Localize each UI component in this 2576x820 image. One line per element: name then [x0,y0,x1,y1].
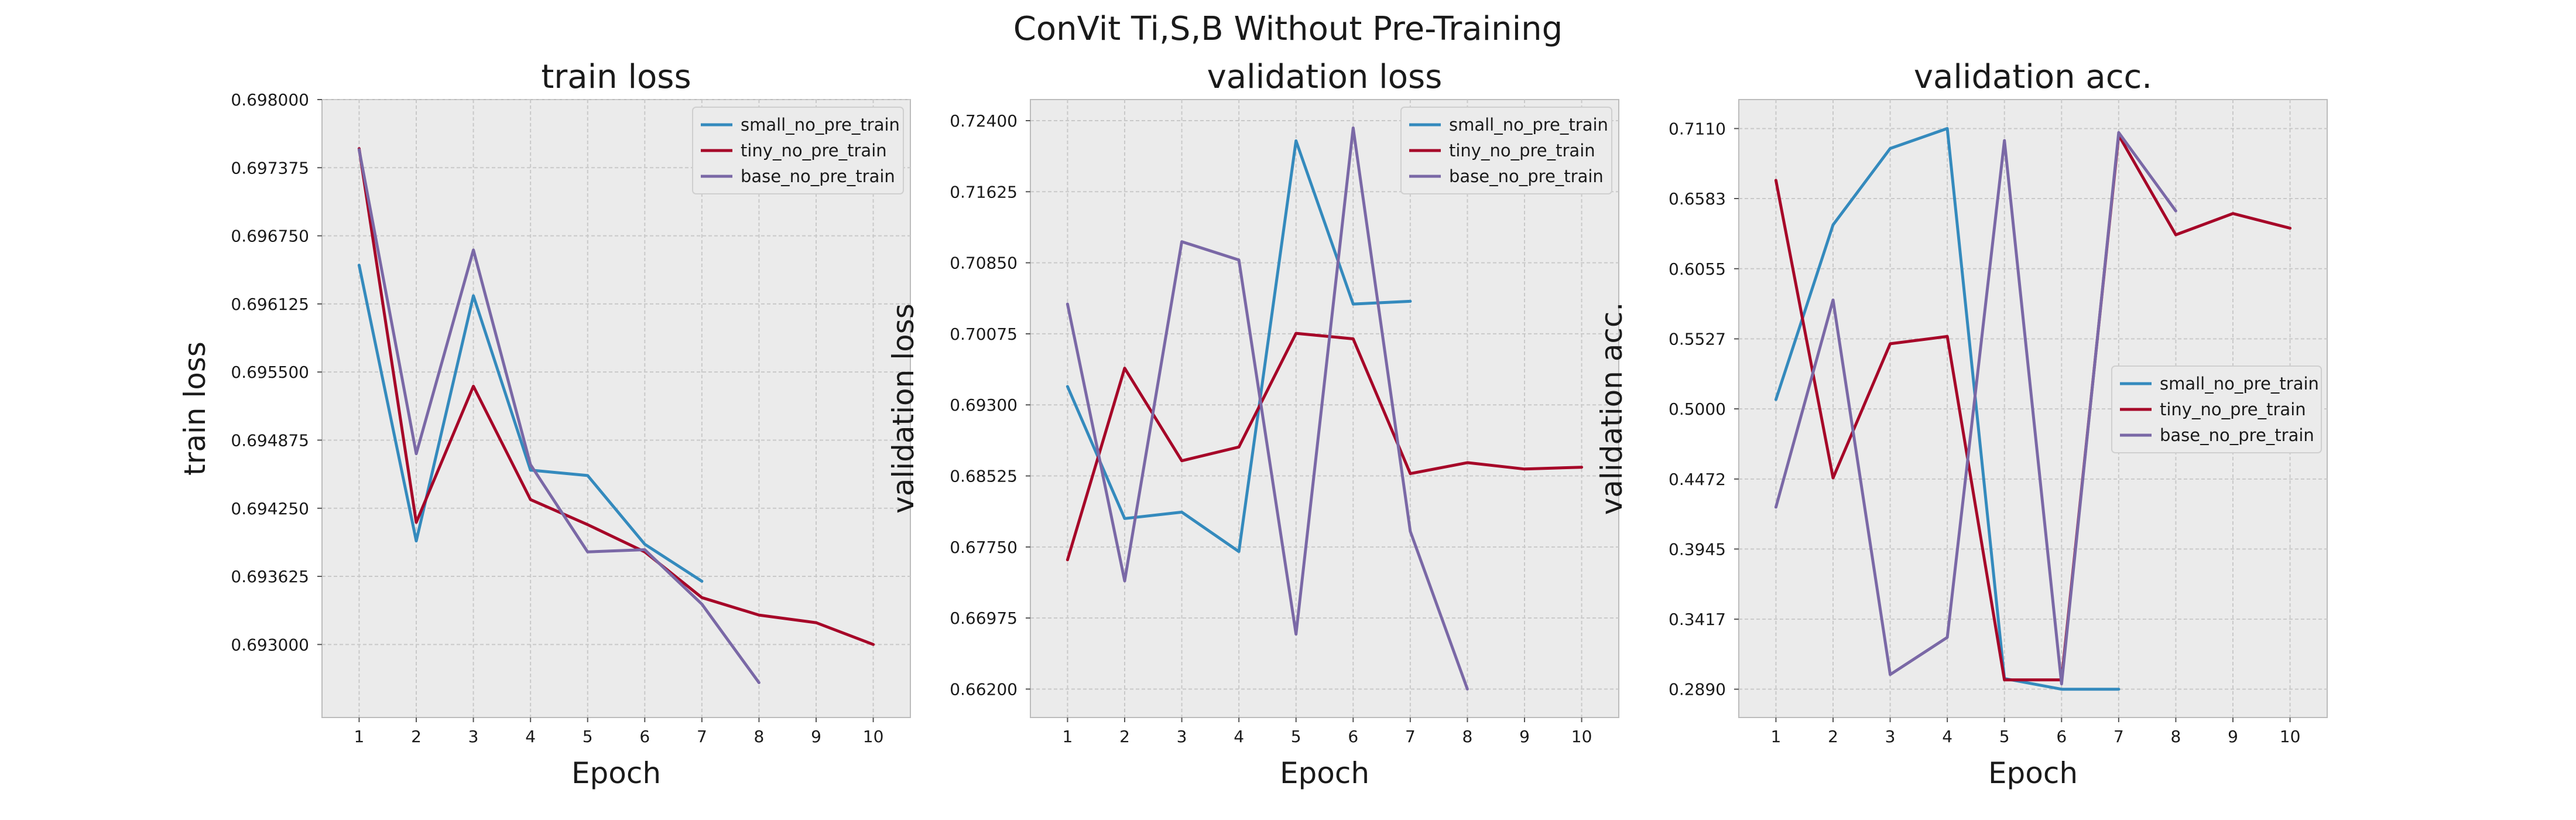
series-line-tiny-no-pre-train [1774,134,2292,682]
x-tick-label: 7 [2113,727,2124,746]
x-tick-label: 1 [1063,727,1073,746]
x-tick-label: 8 [1462,727,1473,746]
chart-panel-3: 1 2 3 4 5 6 7 8 9 10 0.2890 0.3417 0.3945 0.4472 0.500… [1595,58,2328,790]
x-tick-label: 5 [1291,727,1301,746]
series-line-tiny-no-pre-train [357,147,875,646]
x-tick-label: 7 [697,727,707,746]
legend-label: base_no_pre_train [1449,166,1604,186]
x-tick-label: 8 [2171,727,2181,746]
legend-box [2111,365,2322,453]
y-tick-label: 0.4472 [1669,470,1726,489]
legend: small_no_pre_train tiny_no_pre_train base_… [1400,107,1612,194]
chart-title: validation acc. [1914,58,2152,96]
x-tick-label: 2 [1828,727,1838,746]
x-axis-title: Epoch [1988,756,2078,790]
legend-label: small_no_pre_train [1449,115,1608,135]
figure-title: ConVit Ti,S,B Without Pre-Training [1013,10,1563,48]
y-tick-label: 0.70075 [950,324,1018,344]
y-tick-label: 0.694875 [231,430,309,450]
y-tick-label: 0.70850 [950,254,1018,273]
x-tick-label: 1 [354,727,365,746]
series-line-base-no-pre-train [1774,131,2177,686]
legend-label: base_no_pre_train [741,166,895,186]
x-tick-label: 9 [1519,727,1530,746]
x-tick-label: 6 [1348,727,1358,746]
x-tick-label: 6 [639,727,650,746]
y-tick-label: 0.696125 [231,295,309,314]
legend-label: tiny_no_pre_train [2160,399,2306,419]
x-tick-label: 2 [411,727,422,746]
x-tick-label: 2 [1119,727,1130,746]
legend: small_no_pre_train tiny_no_pre_train base_… [692,107,904,194]
x-tick-label: 4 [1234,727,1244,746]
legend-label: small_no_pre_train [741,115,900,135]
legend: small_no_pre_train tiny_no_pre_train base_… [2111,365,2322,453]
chart-title: validation loss [1207,58,1443,96]
y-tick-label: 0.3945 [1669,539,1726,559]
x-axis-title: Epoch [1280,756,1369,790]
x-tick-label: 9 [2228,727,2238,746]
y-tick-label: 0.695500 [231,363,309,382]
series-line-small-no-pre-train [1774,127,2121,691]
x-tick-label: 3 [468,727,479,746]
y-tick-label: 0.66975 [950,609,1018,628]
chart-panel-2: 1 2 3 4 5 6 7 8 9 10 0.66200 0.66975 0.67750 0.68525 0… [886,58,1619,790]
y-axis-title: validation loss [886,303,920,514]
legend-label: tiny_no_pre_train [1449,141,1595,160]
y-tick-label: 0.66200 [950,679,1018,699]
y-tick-label: 0.3417 [1669,610,1726,629]
y-tick-label: 0.71625 [950,182,1018,201]
plot-area [1030,99,1619,718]
x-tick-label: 5 [1999,727,2010,746]
x-tick-label: 3 [1177,727,1187,746]
y-tick-label: 0.6055 [1669,259,1726,279]
x-tick-label: 4 [1942,727,1952,746]
x-tick-label: 9 [811,727,821,746]
chart-panels: 1 2 3 4 5 6 7 8 9 10 0.693000 0.693625 0.694250 0.694… [178,58,2328,790]
y-tick-label: 0.696750 [231,227,309,246]
x-tick-label: 5 [583,727,593,746]
y-tick-label: 0.2890 [1669,680,1726,699]
series-line-small-no-pre-train [357,264,704,583]
x-tick-label: 4 [525,727,536,746]
y-axis-title: validation acc. [1595,302,1629,515]
y-tick-label: 0.67750 [950,538,1018,557]
y-tick-label: 0.693625 [231,567,309,586]
y-tick-label: 0.694250 [231,499,309,518]
legend-box [692,107,904,194]
y-tick-label: 0.693000 [231,635,309,654]
y-tick-label: 0.6583 [1669,189,1726,209]
y-tick-label: 0.68525 [950,467,1018,486]
y-tick-label: 0.5527 [1669,330,1726,349]
chart-panel-1: 1 2 3 4 5 6 7 8 9 10 0.693000 0.693625 0.694250 0.694… [178,58,911,790]
y-tick-label: 0.69300 [950,395,1018,415]
legend-label: tiny_no_pre_train [741,141,887,160]
y-tick-label: 0.5000 [1669,399,1726,419]
series-line-base-no-pre-train [1066,127,1469,691]
y-tick-label: 0.72400 [950,111,1018,131]
x-tick-label: 3 [1885,727,1896,746]
y-axis-title: train loss [178,341,212,476]
x-tick-label: 7 [1405,727,1416,746]
legend-box [1400,107,1612,194]
y-tick-label: 0.698000 [231,90,309,110]
series-line-small-no-pre-train [1066,139,1412,554]
x-tick-label: 1 [1771,727,1782,746]
plot-area [321,99,911,718]
legend-label: base_no_pre_train [2160,425,2314,445]
series-line-base-no-pre-train [357,148,761,684]
x-tick-label: 10 [1571,727,1592,746]
x-tick-label: 6 [2056,727,2067,746]
chart-title: train loss [541,58,691,96]
x-tick-label: 10 [863,727,884,746]
legend-label: small_no_pre_train [2160,374,2319,394]
x-axis-title: Epoch [571,756,661,790]
y-tick-label: 0.697375 [231,158,309,177]
x-tick-label: 8 [754,727,765,746]
x-tick-label: 10 [2280,727,2301,746]
y-tick-label: 0.7110 [1669,119,1726,138]
